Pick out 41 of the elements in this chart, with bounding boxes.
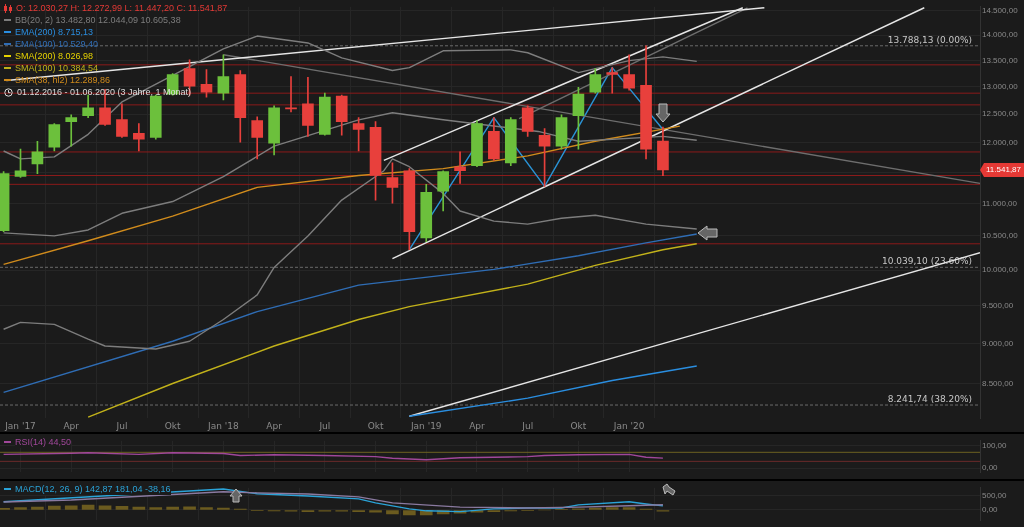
y-tick-label: 9.500,00	[982, 301, 1014, 311]
y-tick-label: 12.500,00	[982, 109, 1019, 119]
y-tick-label: 11.000,00	[982, 198, 1018, 208]
legend-label: SMA(100) 10.384,54	[15, 62, 99, 74]
ref-line-label: 8.241,74 (38.20%)	[887, 393, 972, 404]
x-tick-label: Okt	[164, 420, 182, 431]
y-tick-label: 9.000,00	[982, 338, 1014, 348]
y-tick-label: 13.500,00	[982, 55, 1019, 65]
y-tick-label: 12.000,00	[982, 137, 1019, 147]
x-tick-label: Jul	[115, 420, 128, 431]
y-tick-label: 14.000,00	[982, 30, 1019, 40]
x-tick-label: Jan '17	[4, 420, 36, 431]
ref-line-label: 13.788,13 (0.00%)	[887, 34, 972, 45]
chart-title: O: 12.030,27 H: 12.272,99 L: 11.447,20 C: 11.541,87	[16, 2, 228, 14]
x-tick-label: Okt	[367, 420, 384, 431]
y-tick-label: 13.000,00	[982, 82, 1019, 92]
text: 11.541,87	[986, 165, 1022, 175]
legend-label: MACD(12, 26, 9) 142,87 181,04 -38,16	[15, 483, 171, 495]
y-tick-label: 10.500,00	[982, 231, 1019, 241]
legend-label: RSI(14) 44,50	[15, 436, 72, 448]
y-tick-label: 100,00	[982, 440, 1008, 450]
y-tick-label: 0,00	[982, 463, 999, 473]
x-tick-label: Jul	[318, 420, 331, 431]
x-tick-label: Okt	[570, 420, 587, 431]
x-tick-label: Jan '19	[409, 420, 442, 431]
y-tick-label: 500,00	[982, 490, 1008, 500]
x-tick-label: Jan '20	[612, 420, 645, 431]
x-tick-label: Apr	[266, 420, 283, 431]
legend-label: SMA(200) 8.026,98	[15, 50, 94, 62]
y-tick-label: 8.500,00	[982, 378, 1014, 388]
legend-label: BB(20, 2) 13.482,80 12.044,09 10.605,38	[15, 14, 181, 26]
x-tick-label: Jul	[521, 420, 534, 431]
legend-label: EMA(200) 8.715,13	[15, 26, 94, 38]
y-tick-label: 0,00	[982, 505, 999, 515]
x-tick-label: Jan '18	[207, 420, 239, 431]
x-tick-label: Apr	[469, 420, 486, 431]
y-tick-label: 10.000,00	[982, 265, 1019, 275]
y-tick-label: 14.500,00	[982, 5, 1019, 15]
legend-label: SMA(38, hl2) 12.289,86	[15, 74, 111, 86]
legend-label: EMA(100) 10.529,40	[15, 38, 99, 50]
x-tick-label: Apr	[63, 420, 80, 431]
